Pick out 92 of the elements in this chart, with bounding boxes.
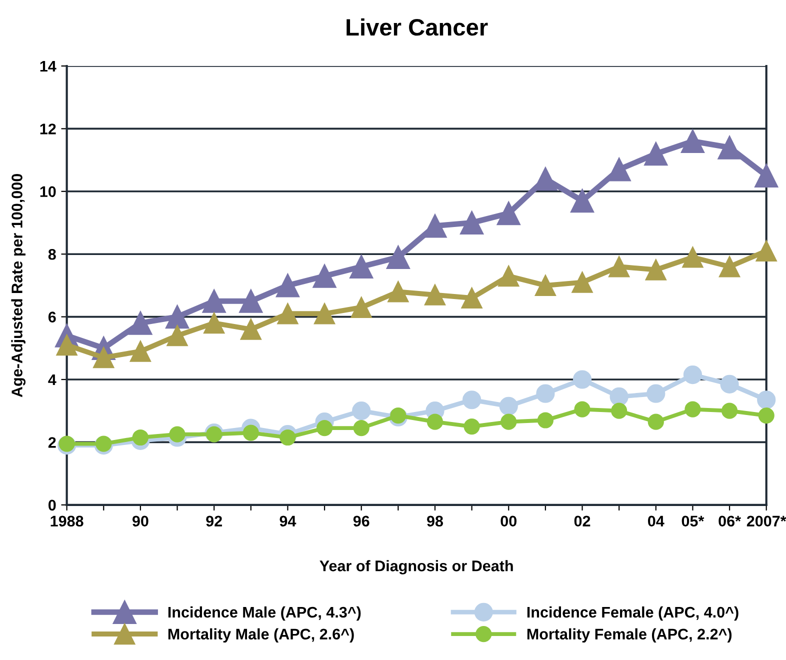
point [312, 264, 336, 288]
point [570, 189, 594, 213]
point [496, 202, 520, 226]
point [572, 370, 592, 389]
point [169, 426, 186, 442]
point [316, 420, 333, 436]
x-tick-label: 90 [132, 516, 148, 527]
point [240, 318, 262, 340]
x-tick-label: 00 [500, 516, 516, 527]
point [534, 274, 556, 296]
legend-label: Incidence Female (APC, 4.0^) [527, 606, 738, 621]
point [756, 240, 777, 262]
point [276, 274, 300, 298]
point [498, 265, 520, 287]
point [350, 296, 372, 318]
point [608, 256, 630, 278]
point [757, 390, 776, 410]
point [536, 384, 555, 403]
point [646, 384, 666, 403]
x-tick-label: 2007* [746, 516, 786, 527]
point [644, 142, 668, 166]
point [166, 325, 188, 346]
y-tick-label: 2 [48, 437, 56, 448]
point [460, 210, 484, 235]
point [58, 436, 75, 452]
point [128, 311, 152, 335]
x-axis-title: Year of Diagnosis or Death [320, 560, 513, 574]
point [277, 303, 298, 324]
point [607, 158, 631, 182]
point [645, 259, 666, 280]
point [386, 245, 410, 270]
y-axis-title: Age-Adjusted Rate per 100,000 [11, 174, 26, 398]
legend-label: Mortality Male (APC, 2.6^) [168, 628, 354, 643]
chart-title: Liver Cancer [346, 18, 488, 36]
point [352, 402, 371, 420]
point [462, 390, 482, 410]
point [610, 387, 628, 406]
point [56, 334, 78, 356]
x-tick-label: 94 [280, 516, 296, 527]
point [132, 429, 148, 446]
point [239, 289, 263, 313]
x-tick-label: 96 [353, 516, 370, 527]
x-tick-label: 02 [574, 516, 590, 527]
y-tick-label: 6 [48, 312, 56, 322]
point [242, 424, 259, 441]
point [353, 420, 370, 436]
point [165, 304, 190, 329]
point [758, 407, 774, 424]
point [537, 412, 554, 428]
point [426, 414, 444, 430]
point [572, 272, 593, 293]
x-tick-label: 06* [718, 516, 741, 527]
point [423, 214, 447, 238]
legend-label: Mortality Female (APC, 2.2^) [527, 628, 732, 643]
y-tick-label: 14 [40, 61, 56, 72]
point [350, 254, 374, 278]
x-tick-label: 1988 [50, 516, 84, 527]
point [680, 129, 705, 154]
y-tick-label: 10 [40, 186, 56, 198]
y-tick-label: 8 [48, 248, 56, 260]
y-tick-label: 0 [48, 500, 56, 511]
point [718, 256, 740, 278]
point [388, 281, 409, 302]
x-tick-label: 05* [682, 516, 704, 527]
point [280, 429, 296, 446]
point [683, 365, 702, 384]
point [202, 289, 226, 313]
point [721, 402, 738, 419]
y-tick-label: 4 [48, 374, 56, 386]
point [718, 136, 742, 160]
point [684, 401, 701, 418]
point [648, 414, 664, 430]
point [682, 246, 704, 268]
x-tick-label: 92 [206, 516, 222, 527]
point [96, 436, 112, 452]
point [314, 303, 336, 324]
point [499, 396, 518, 416]
point [720, 374, 739, 394]
legend-label: Incidence Male (APC, 4.3^) [168, 606, 361, 621]
x-tick-label: 04 [648, 516, 664, 527]
point [204, 312, 225, 334]
x-tick-label: 98 [427, 516, 444, 527]
point [611, 402, 628, 419]
y-tick-label: 12 [40, 124, 56, 134]
point [130, 340, 151, 362]
point [464, 418, 480, 435]
point [500, 414, 517, 430]
point [461, 287, 482, 309]
point [754, 164, 778, 188]
point [574, 401, 590, 418]
point [206, 426, 222, 442]
point [424, 284, 446, 306]
